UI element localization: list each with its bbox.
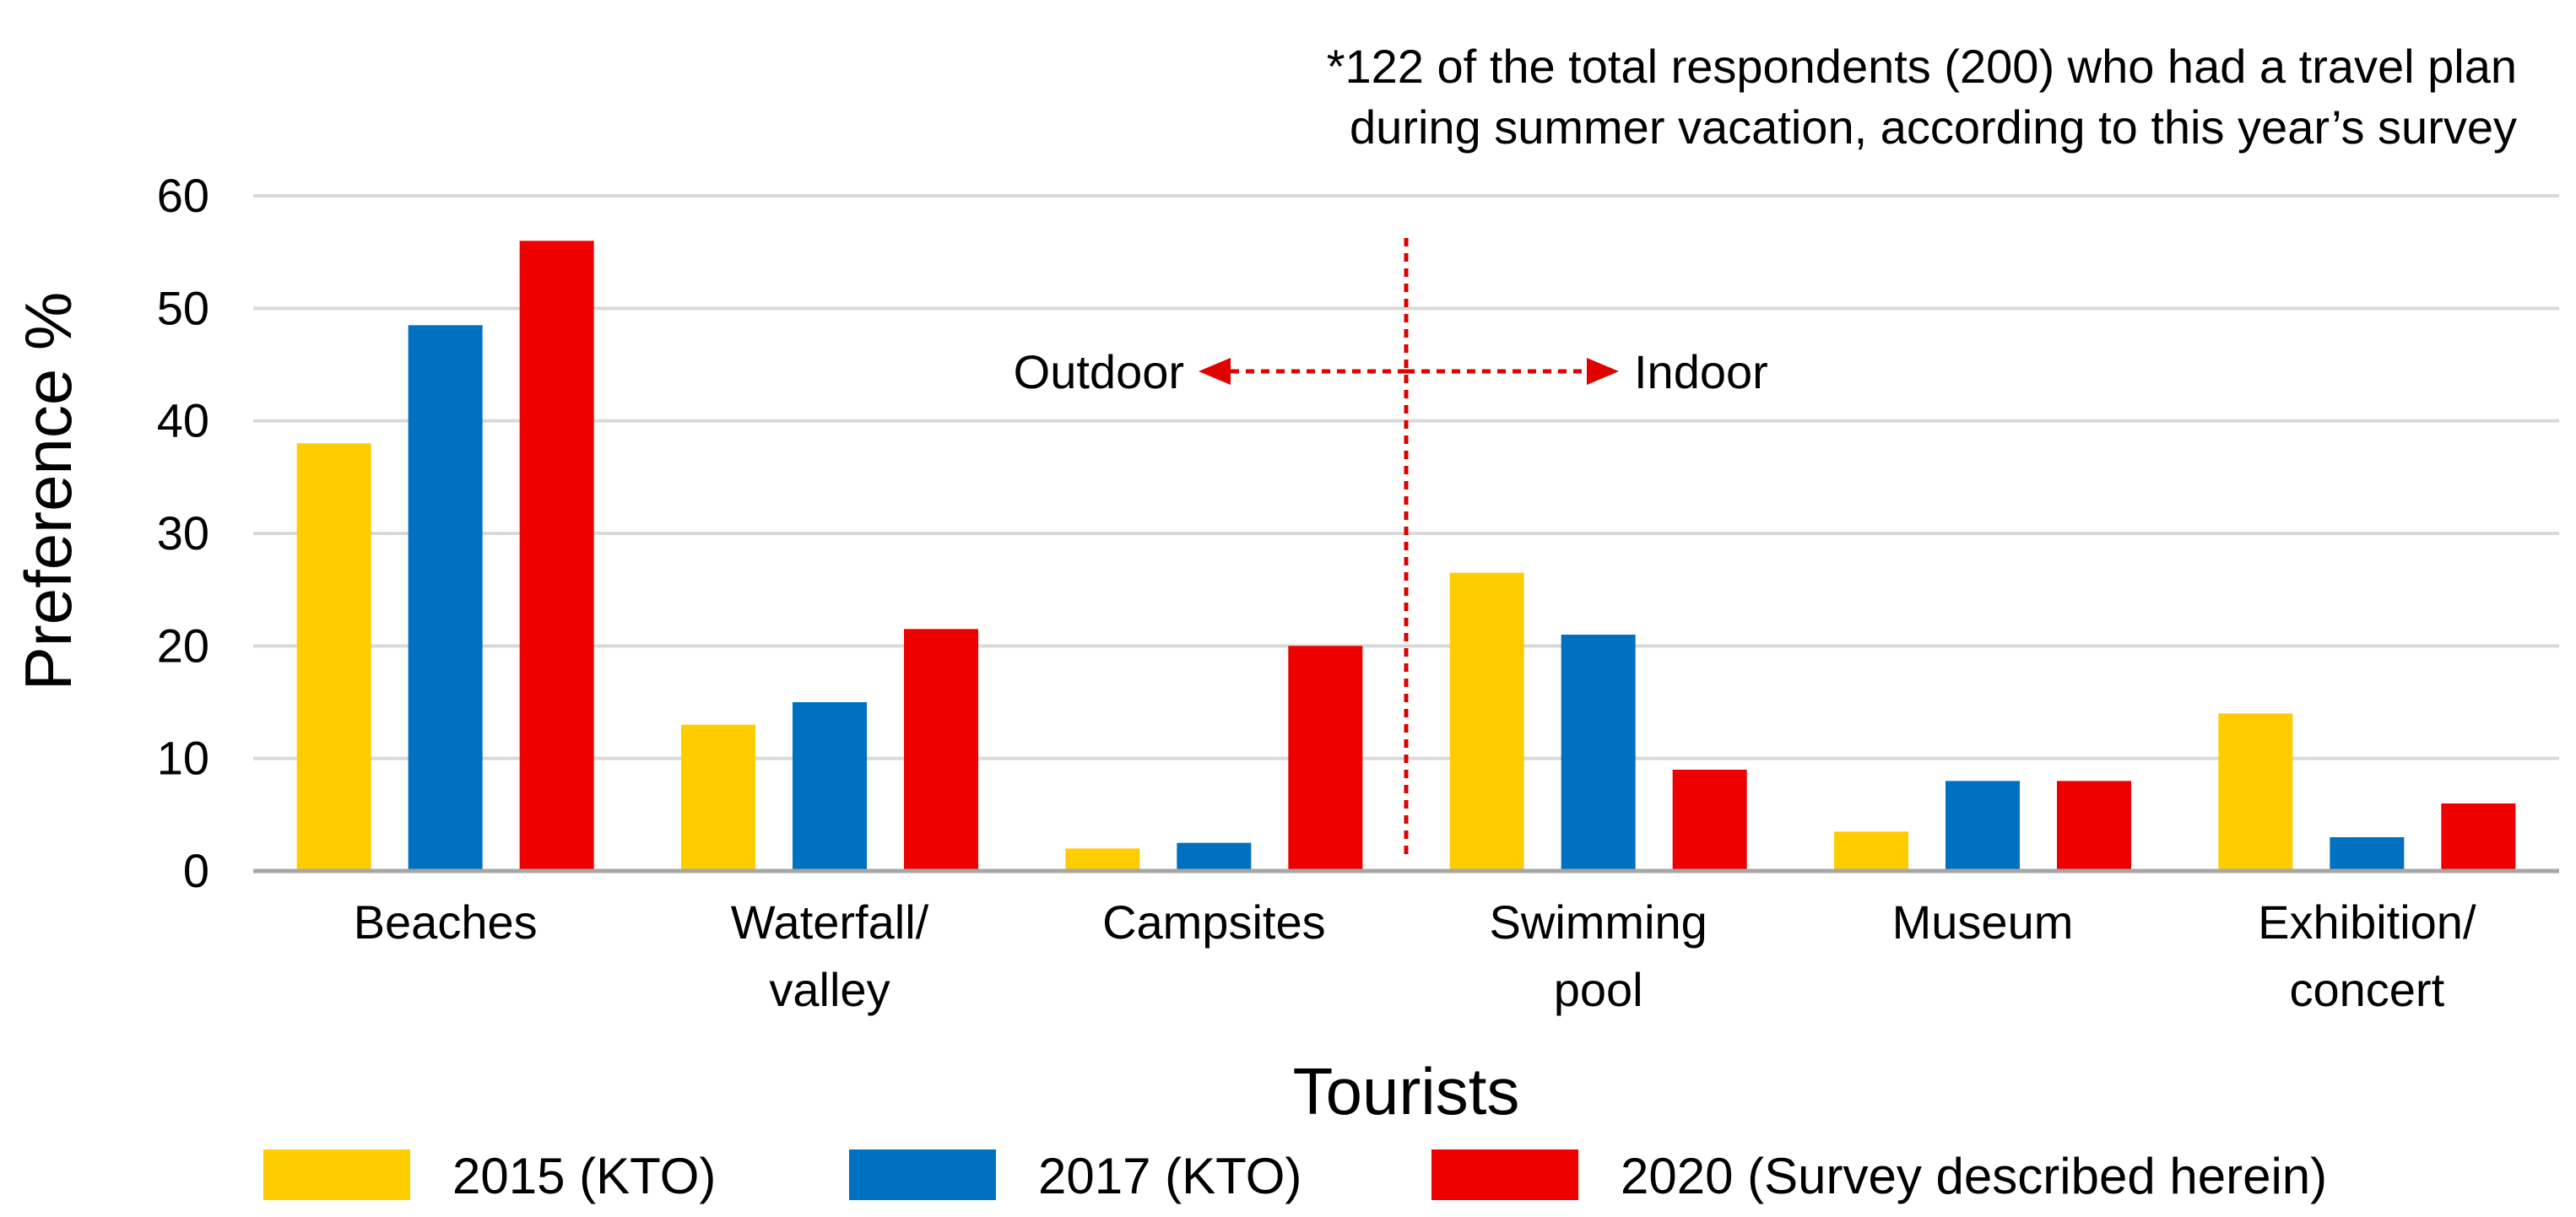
y-tick-label: 50 — [157, 281, 209, 334]
x-tick-label: Waterfall/ — [731, 895, 929, 949]
bar-2017-5 — [2330, 837, 2405, 871]
bar-2017-1 — [793, 702, 867, 871]
axes: 0 10 20 30 40 50 60 Beaches Waterfall/valley Camp… — [157, 169, 2559, 1016]
bar-2020-0 — [519, 241, 594, 871]
note-line-1: *122 of the total respondents (200) who … — [1327, 40, 2517, 93]
legend-label-1: 2017 (KTO) — [1038, 1148, 1302, 1204]
y-tick-label: 0 — [183, 844, 209, 897]
bar-2017-2 — [1177, 842, 1252, 871]
x-tick-label: Museum — [1892, 895, 2074, 949]
legend-label-2: 2020 (Survey described herein) — [1621, 1148, 2327, 1204]
legend-label-0: 2015 (KTO) — [452, 1148, 716, 1204]
outdoor-arrowhead — [1199, 358, 1231, 385]
note-line-2: during summer vacation, according to thi… — [1350, 100, 2517, 154]
bar-2015-0 — [296, 443, 371, 871]
x-tick-label: Exhibition/ — [2258, 895, 2476, 949]
indoor-label: Indoor — [1634, 345, 1768, 398]
bar-2020-1 — [904, 629, 978, 871]
bars — [296, 241, 2516, 871]
bar-2017-4 — [1946, 781, 2020, 871]
x-axis-label: Tourists — [1293, 1054, 1520, 1128]
bar-2015-5 — [2218, 713, 2293, 871]
y-tick-label: 60 — [157, 169, 209, 222]
bar-2017-3 — [1561, 635, 1636, 871]
bar-2015-4 — [1834, 831, 1908, 871]
grid — [253, 194, 2559, 760]
bar-2020-2 — [1288, 646, 1363, 871]
y-tick-label: 20 — [157, 619, 209, 672]
bar-2015-3 — [1449, 572, 1524, 871]
legend: 2015 (KTO) 2017 (KTO) 2020 (Survey describ… — [263, 1148, 2327, 1204]
x-tick-label: pool — [1554, 963, 1643, 1016]
x-tick-label: Beaches — [354, 895, 538, 949]
x-tick-label: concert — [2290, 963, 2445, 1016]
y-tick-label: 40 — [157, 394, 209, 447]
x-tick-label: valley — [769, 963, 890, 1016]
bar-2020-3 — [1672, 770, 1747, 871]
x-tick-label: Campsites — [1102, 895, 1326, 949]
outdoor-indoor-divider — [1199, 238, 1619, 859]
bar-2015-2 — [1065, 848, 1140, 871]
outdoor-label: Outdoor — [1014, 345, 1184, 398]
y-tick-label: 30 — [157, 506, 209, 560]
indoor-arrowhead — [1587, 358, 1619, 385]
x-tick-label: Swimming — [1490, 895, 1707, 949]
y-tick-label: 10 — [157, 732, 209, 785]
bar-2020-5 — [2441, 803, 2516, 871]
legend-swatch-2 — [1431, 1149, 1578, 1200]
legend-swatch-1 — [849, 1149, 996, 1200]
bar-2015-1 — [681, 724, 755, 871]
bar-2020-4 — [2057, 781, 2131, 871]
y-axis-label: Preference % — [11, 292, 85, 691]
legend-swatch-0 — [263, 1149, 410, 1200]
bar-2017-0 — [408, 325, 483, 871]
